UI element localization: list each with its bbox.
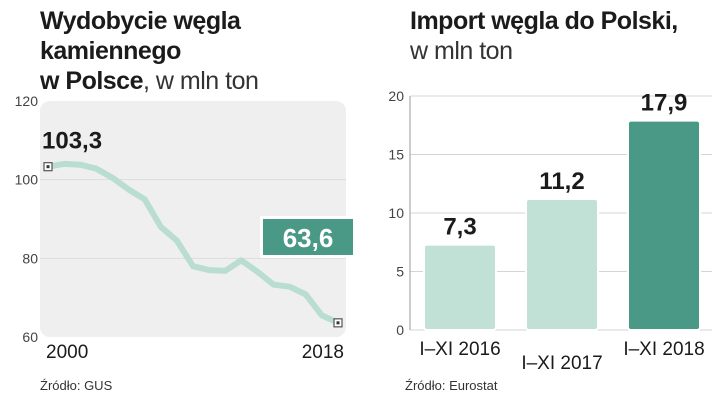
left-series-line — [45, 160, 341, 326]
right-bar-value-label: 17,9 — [641, 90, 688, 117]
right-source-note: Źródło: Eurostat — [405, 378, 498, 393]
right-bar-value-label: 7,3 — [443, 214, 476, 241]
left-x-tick-label: 2018 — [302, 342, 344, 363]
left-y-tick-label: 80 — [22, 250, 38, 266]
left-x-tick-label: 2000 — [46, 342, 88, 363]
left-end-value-label: 63,6 — [283, 223, 334, 253]
right-bar-category-label: I–XI 2017 — [521, 353, 602, 374]
right-title-unit: w mln ton — [410, 37, 513, 65]
right-bar-category-label: I–XI 2018 — [623, 339, 704, 360]
left-data-point-dot — [46, 165, 50, 169]
left-y-tick-label: 60 — [22, 329, 38, 345]
right-bar-category-label: I–XI 2016 — [419, 339, 500, 360]
left-end-value-box — [263, 219, 353, 255]
right-bar — [525, 197, 599, 331]
left-source-note: Źródło: GUS — [40, 378, 113, 393]
right-y-tick-label: 0 — [396, 322, 404, 338]
right-bar — [627, 119, 701, 331]
left-title-bold-part: w Polsce — [40, 67, 144, 95]
left-chart-title: Wydobycie węgla kamiennego w Polsce, w m… — [40, 6, 370, 96]
right-y-tick-label: 15 — [388, 147, 404, 163]
right-bar-value-label: 11,2 — [539, 168, 584, 195]
left-start-value-label: 103,3 — [42, 128, 102, 155]
right-chart-title: Import węgla do Polski, w mln ton — [410, 6, 720, 66]
left-y-tick-label: 120 — [15, 93, 39, 109]
left-y-tick-label: 100 — [15, 172, 39, 188]
left-title-line-3: w Polsce, w mln ton — [40, 66, 370, 96]
right-y-tick-label: 10 — [388, 205, 404, 221]
left-title-line-1: Wydobycie węgla — [40, 7, 241, 35]
left-data-point-dot — [336, 321, 340, 325]
right-y-tick-label: 5 — [396, 264, 404, 280]
left-title-unit: , w mln ton — [143, 67, 259, 95]
left-title-line-2: kamiennego — [40, 37, 181, 65]
right-bar — [423, 243, 497, 331]
right-y-tick-label: 20 — [388, 88, 404, 104]
right-title-line-1: Import węgla do Polski, — [410, 7, 678, 35]
